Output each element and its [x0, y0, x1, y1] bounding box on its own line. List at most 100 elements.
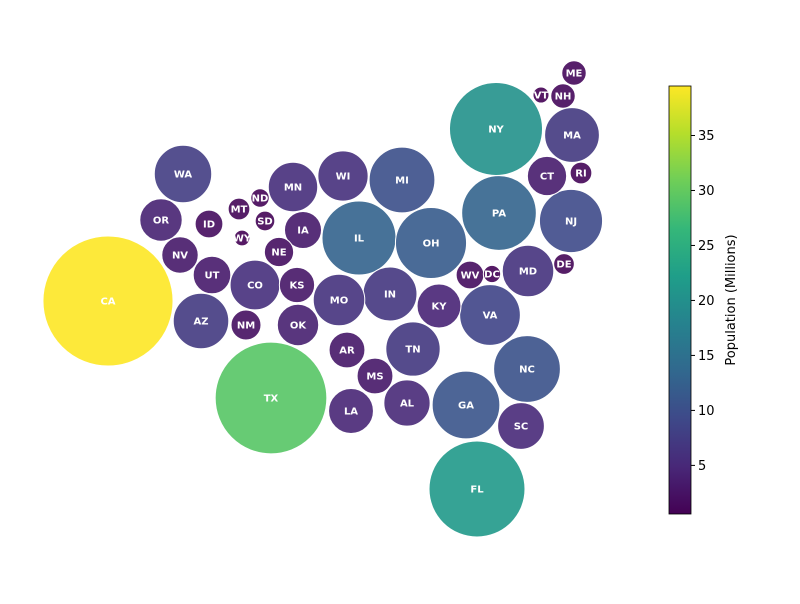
bubble-wi: [317, 150, 369, 202]
bubble-label-nh: NH: [555, 92, 572, 103]
bubble-pa: [461, 175, 537, 251]
bubble-az: [172, 292, 230, 350]
bubble-label-tn: TN: [405, 345, 420, 356]
bubble-mi: [368, 146, 436, 214]
bubble-nm: [230, 309, 262, 341]
bubble-id: [194, 209, 224, 239]
bubble-label-oh: OH: [423, 239, 440, 250]
bubble-sc: [497, 402, 545, 450]
bubble-ma: [544, 107, 600, 163]
colorbar-tick-label: 30: [698, 184, 715, 199]
bubble-nd: [250, 188, 270, 208]
colorbar-label: Population (Millions): [724, 234, 739, 365]
bubble-label-pa: PA: [492, 209, 506, 220]
bubble-label-dc: DC: [484, 270, 500, 281]
bubble-va: [459, 284, 521, 346]
bubble-label-wv: WV: [461, 271, 480, 282]
bubble-label-co: CO: [247, 281, 263, 292]
bubble-ga: [431, 370, 501, 440]
bubble-fl: [428, 440, 526, 538]
bubble-label-ks: KS: [290, 281, 305, 292]
bubble-me: [561, 60, 587, 86]
bubble-label-me: ME: [566, 69, 583, 80]
bubble-nc: [493, 335, 561, 403]
colorbar-tick-label: 25: [698, 239, 715, 254]
bubble-ia: [283, 210, 323, 250]
bubble-nj: [538, 188, 604, 254]
colorbar-gradient: [668, 85, 692, 515]
bubble-label-in: IN: [384, 290, 396, 301]
bubble-wy: [233, 229, 251, 247]
bubble-label-wy: WY: [233, 234, 252, 245]
bubble-nh: [550, 83, 576, 109]
bubble-label-wa: WA: [174, 170, 193, 181]
colorbar: 5 10 15 20 25 30 35 Population (Millions): [668, 85, 739, 515]
bubble-md: [501, 244, 555, 298]
bubble-label-la: LA: [344, 407, 358, 418]
bubble-label-ny: NY: [488, 125, 504, 136]
bubble-label-il: IL: [354, 234, 365, 245]
bubble-ct: [526, 155, 568, 197]
bubble-dc: [482, 264, 502, 284]
bubble-label-fl: FL: [470, 485, 484, 496]
colorbar-tick-label: 15: [698, 349, 715, 364]
bubble-label-ut: UT: [205, 271, 220, 282]
bubble-ut: [192, 255, 232, 295]
bubble-label-nd: ND: [252, 194, 269, 205]
colorbar-tick-label: 5: [698, 459, 706, 474]
bubble-label-ri: RI: [575, 169, 586, 180]
colorbar-tick-label: 10: [698, 404, 715, 419]
bubble-al: [383, 379, 431, 427]
bubble-label-vt: VT: [534, 91, 549, 102]
bubble-tx: [214, 341, 328, 455]
bubble-label-sd: SD: [257, 217, 273, 228]
bubble-label-ky: KY: [432, 302, 448, 313]
bubble-label-de: DE: [556, 260, 571, 271]
bubble-label-ct: CT: [540, 172, 554, 183]
bubble-label-nj: NJ: [565, 217, 577, 228]
bubble-label-nv: NV: [172, 251, 188, 262]
bubble-or: [139, 198, 183, 242]
bubble-label-ne: NE: [271, 248, 286, 259]
bubble-label-mo: MO: [330, 296, 348, 307]
bubble-label-md: MD: [519, 267, 537, 278]
bubble-label-ca: CA: [100, 297, 115, 308]
bubble-label-ga: GA: [458, 401, 474, 412]
bubble-label-id: ID: [203, 220, 215, 231]
colorbar-tick-label: 20: [698, 294, 715, 309]
bubble-ca: [42, 235, 174, 367]
bubble-mt: [227, 197, 251, 221]
bubble-label-ar: AR: [339, 346, 355, 357]
bubble-label-mt: MT: [231, 205, 248, 216]
bubble-ky: [416, 283, 462, 329]
bubble-label-va: VA: [483, 311, 498, 322]
bubble-tn: [385, 321, 441, 377]
bubble-label-nc: NC: [519, 365, 535, 376]
bubble-label-tx: TX: [264, 394, 279, 405]
bubble-ri: [569, 161, 593, 185]
bubble-mn: [267, 161, 319, 213]
bubble-oh: [394, 206, 468, 280]
bubble-vt: [532, 86, 550, 104]
bubble-label-ia: IA: [297, 226, 309, 237]
bubble-label-wi: WI: [336, 172, 351, 183]
bubble-label-ok: OK: [290, 321, 308, 332]
bubble-sd: [254, 210, 276, 232]
bubble-label-sc: SC: [514, 422, 529, 433]
bubble-label-ma: MA: [563, 131, 581, 142]
bubble-label-al: AL: [400, 399, 415, 410]
bubble-ar: [328, 331, 366, 369]
bubbles: CA TX FL NY PA IL OH GA NC MI NJ VA WA AZ MA TN IN MD MO WI…: [42, 60, 604, 538]
bubble-la: [328, 388, 374, 434]
colorbar-tick-label: 35: [698, 129, 715, 144]
bubble-wa: [153, 144, 213, 204]
bubble-label-mn: MN: [284, 183, 302, 194]
bubble-label-az: AZ: [194, 317, 209, 328]
bubble-ms: [356, 357, 394, 395]
bubble-label-ms: MS: [366, 372, 383, 383]
bubble-label-mi: MI: [395, 176, 409, 187]
bubble-ne: [263, 236, 295, 268]
bubble-label-nm: NM: [237, 321, 255, 332]
bubble-ks: [278, 266, 316, 304]
